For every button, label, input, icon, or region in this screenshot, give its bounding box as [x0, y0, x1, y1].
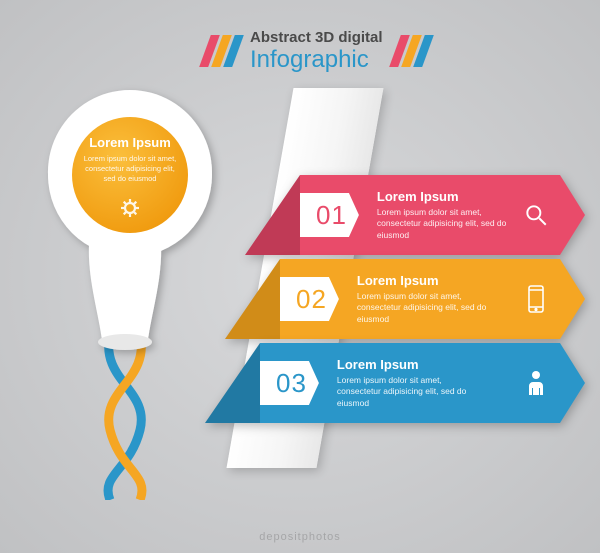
- slashes-right: [389, 35, 434, 67]
- banner-row: 01 Lorem Ipsum Lorem ipsum dolor sit amet,…: [265, 175, 585, 255]
- banner-number-badge: 02: [278, 277, 339, 321]
- banner-text: Lorem Ipsum Lorem ipsum dolor sit amet, c…: [339, 273, 519, 324]
- bulb-text-block: Lorem Ipsum Lorem ipsum dolor sit amet, …: [80, 135, 180, 184]
- banner-row: 03Lorem IpsumLorem ipsum dolor sit amet,…: [265, 343, 585, 423]
- banner-tail: [245, 175, 300, 255]
- lightbulb: Lorem Ipsum Lorem ipsum dolor sit amet, …: [30, 80, 230, 480]
- banner-body-text: Lorem ipsum dolor sit amet, consectetur …: [357, 291, 507, 324]
- title-block: Abstract 3D digital Infographic: [250, 30, 383, 73]
- banner-heading: Lorem Ipsum: [377, 189, 519, 204]
- banner-text: Lorem Ipsum Lorem ipsum dolor sit amet, c…: [319, 357, 519, 408]
- bulb-heading: Lorem Ipsum: [80, 135, 180, 150]
- phone-icon: [519, 282, 553, 316]
- banner-body: 02 Lorem Ipsum Lorem ipsum dolor sit amet,…: [280, 259, 585, 339]
- header: Abstract 3D digital Infographic: [205, 30, 570, 73]
- banner-body-text: Lorem ipsum dolor sit amet, consectetur …: [337, 375, 487, 408]
- banner-heading: Lorem Ipsum: [337, 357, 519, 372]
- title-line1: Abstract 3D digital: [250, 30, 383, 47]
- bulb-body-text: Lorem ipsum dolor sit amet, consectetur …: [80, 154, 180, 184]
- watermark: depositphotos: [259, 531, 341, 543]
- magnifier-icon: [519, 198, 553, 232]
- slashes-left: [199, 35, 244, 67]
- banner-list: 01 Lorem Ipsum Lorem ipsum dolor sit amet,…: [265, 175, 585, 427]
- banner-body-text: Lorem ipsum dolor sit amet, consectetur …: [377, 207, 519, 240]
- banner-tail: [225, 259, 280, 339]
- banner-heading: Lorem Ipsum: [357, 273, 519, 288]
- banner-number-badge: 01: [298, 193, 359, 237]
- banner-text: Lorem Ipsum Lorem ipsum dolor sit amet, c…: [359, 189, 519, 240]
- banner-row: 02 Lorem Ipsum Lorem ipsum dolor sit amet,…: [265, 259, 585, 339]
- title-line2: Infographic: [250, 47, 383, 73]
- banner-body: 01 Lorem Ipsum Lorem ipsum dolor sit amet,…: [300, 175, 585, 255]
- banner-body: 03 Lorem Ipsum Lorem ipsum dolor sit amet,…: [260, 343, 585, 423]
- person-icon: [519, 366, 553, 400]
- banner-number-badge: 03: [258, 361, 319, 405]
- bulb-cables: [108, 335, 142, 500]
